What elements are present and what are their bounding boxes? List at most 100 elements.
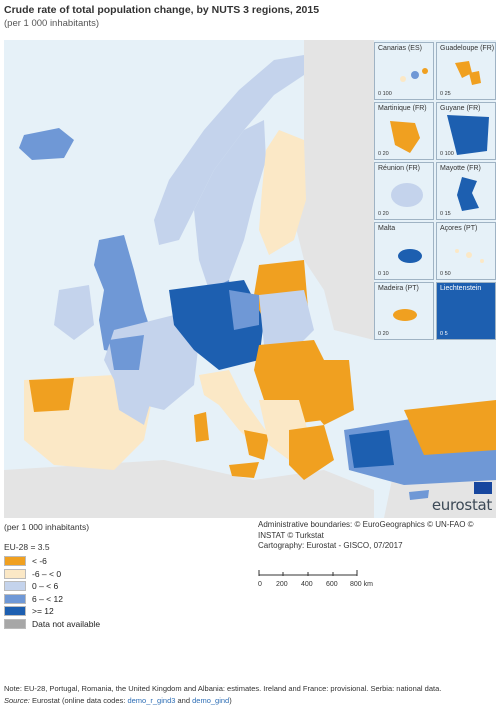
legend-item: 6 – < 12 [4,593,100,606]
inset-label: Liechtenstein [440,285,482,292]
legend-label: < -6 [32,556,47,567]
legend-swatch [4,606,26,617]
legend-item: Data not available [4,618,100,631]
inset-scale: 0 50 [440,271,451,277]
inset-guyane: Guyane (FR) 0 100 [436,102,496,160]
source-text: Eurostat (online data codes: [31,696,126,705]
ireland [54,285,94,340]
source-and: and [177,696,191,705]
legend-label: 6 – < 12 [32,593,63,604]
cyprus [409,490,429,500]
inset-label: Açores (PT) [440,225,478,232]
italy-south [244,430,269,460]
legend-label: Data not available [32,618,101,629]
scale-bar-graphic [258,570,358,576]
scale-bar-labels: 0 200 400 600 800 km [258,581,378,591]
inset-reunion: Réunion (FR) 0 20 [374,162,434,220]
inset-martinique: Martinique (FR) 0 20 [374,102,434,160]
legend-item: -6 – < 0 [4,568,100,581]
turkey-west [349,430,394,468]
map-credits: Administrative boundaries: © EuroGeograp… [258,520,496,552]
turkey-east [404,400,496,455]
inset-scale: 0 20 [378,211,389,217]
eurostat-logo: eurostat [431,496,492,514]
inset-scale: 0 20 [378,151,389,157]
source-line: Source: Eurostat (online data codes: dem… [4,696,232,705]
north-africa [4,460,374,518]
inset-shape [391,183,423,207]
inset-scale: 0 20 [378,331,389,337]
inset-shape [455,61,481,85]
sicily [229,462,259,478]
cartography-credit: Cartography: Eurostat - GISCO, 07/2017 [258,541,403,550]
inset-mayotte: Mayotte (FR) 0 15 [436,162,496,220]
inset-canarias: Canarias (ES) 0 100 [374,42,434,100]
scale-label: 800 km [350,581,373,588]
inset-label: Mayotte (FR) [440,165,481,172]
source-close: ) [229,696,232,705]
legend-item: >= 12 [4,605,100,618]
legend-swatch [4,556,26,567]
inset-acores: Açores (PT) 0 50 [436,222,496,280]
inset-shape [393,309,417,321]
map-subtitle: (per 1 000 inhabitants) [4,18,100,29]
inset-madeira: Madeira (PT) 0 20 [374,282,434,340]
inset-label: Guadeloupe (FR) [440,45,495,52]
inset-scale: 0 10 [378,271,389,277]
iberia-north [29,378,74,412]
inset-scale: 0 25 [440,91,451,97]
poland [259,290,314,345]
inset-maps: Canarias (ES) 0 100 Guadeloupe (FR) 0 25… [374,42,496,402]
map-frame: Canarias (ES) 0 100 Guadeloupe (FR) 0 25… [4,40,496,518]
italy [199,370,269,450]
inset-scale: 0 100 [378,91,392,97]
legend-item: < -6 [4,555,100,568]
scale-bar: 0 200 400 600 800 km [258,563,378,591]
scale-label: 400 [301,581,313,588]
inset-label: Canarias (ES) [378,45,422,52]
inset-label: Réunion (FR) [378,165,421,172]
inset-guadeloupe: Guadeloupe (FR) 0 25 [436,42,496,100]
data-code-link[interactable]: demo_gind [192,696,230,705]
inset-label: Martinique (FR) [378,105,427,112]
data-code-link[interactable]: demo_r_gind3 [127,696,176,705]
russia-region [294,40,374,340]
inset-shape [455,249,484,263]
scale-label: 600 [326,581,338,588]
map-title: Crude rate of total population change, b… [4,4,320,16]
sweden [194,120,266,290]
inset-liechtenstein: Liechtenstein 0 5 [436,282,496,340]
inset-shape [400,68,428,82]
inset-label: Malta [378,225,396,232]
romania-bulgaria [304,360,354,425]
scale-label: 200 [276,581,288,588]
inset-shape [390,121,420,153]
finland [259,130,306,255]
inset-malta: Malta 0 10 [374,222,434,280]
inset-shape [398,249,422,263]
legend: < -6 -6 – < 0 0 – < 6 6 – < 12 >= 12 Dat… [4,555,100,630]
legend-item: 0 – < 6 [4,580,100,593]
inset-shape [447,115,489,155]
europe-map [4,40,496,518]
sardinia [194,412,209,442]
inset-label: Guyane (FR) [440,105,481,112]
legend-label: 0 – < 6 [32,581,59,592]
france-west [109,335,144,370]
footnote: Note: EU-28, Portugal, Romania, the Unit… [4,684,442,693]
legend-swatch [4,581,26,592]
inset-shape [457,177,479,211]
legend-label: >= 12 [32,606,54,617]
eu-flag-icon [474,482,492,494]
inset-scale: 0 100 [440,151,454,157]
legend-label: -6 – < 0 [32,568,62,579]
legend-swatch [4,568,26,579]
legend-swatch [4,618,26,629]
legend-swatch [4,593,26,604]
germany-east [229,290,259,330]
boundaries-credit: Administrative boundaries: © EuroGeograp… [258,520,474,540]
greece [289,425,334,480]
inset-scale: 0 5 [440,331,448,337]
scale-label: 0 [258,581,262,588]
inset-label: Madeira (PT) [378,285,419,292]
